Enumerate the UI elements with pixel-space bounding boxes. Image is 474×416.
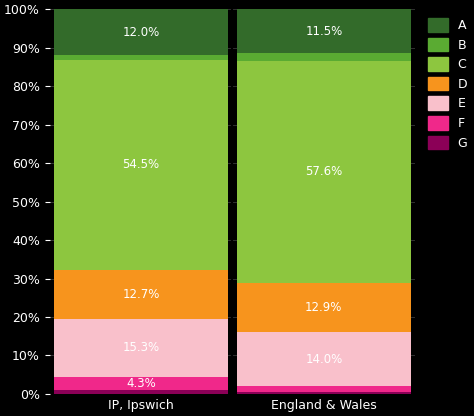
Text: 14.0%: 14.0%: [305, 353, 342, 366]
Text: 54.5%: 54.5%: [123, 158, 160, 171]
Bar: [55, 390, 228, 394]
Bar: [55, 60, 228, 270]
Bar: [237, 61, 410, 283]
Bar: [237, 283, 410, 332]
Bar: [55, 270, 228, 319]
Bar: [55, 377, 228, 390]
Text: 4.3%: 4.3%: [126, 377, 156, 390]
Text: 57.6%: 57.6%: [305, 166, 342, 178]
Text: 15.3%: 15.3%: [123, 342, 160, 354]
Text: 12.0%: 12.0%: [122, 26, 160, 39]
Text: 12.9%: 12.9%: [305, 301, 343, 314]
Bar: [237, 332, 410, 386]
Bar: [55, 9, 228, 55]
Legend: A, B, C, D, E, F, G: A, B, C, D, E, F, G: [425, 15, 470, 152]
Text: 11.5%: 11.5%: [305, 25, 342, 38]
Bar: [237, 53, 410, 61]
Bar: [55, 55, 228, 60]
Bar: [237, 392, 410, 394]
Bar: [237, 386, 410, 392]
Bar: [237, 9, 410, 53]
Text: 12.7%: 12.7%: [122, 287, 160, 301]
Bar: [55, 319, 228, 377]
